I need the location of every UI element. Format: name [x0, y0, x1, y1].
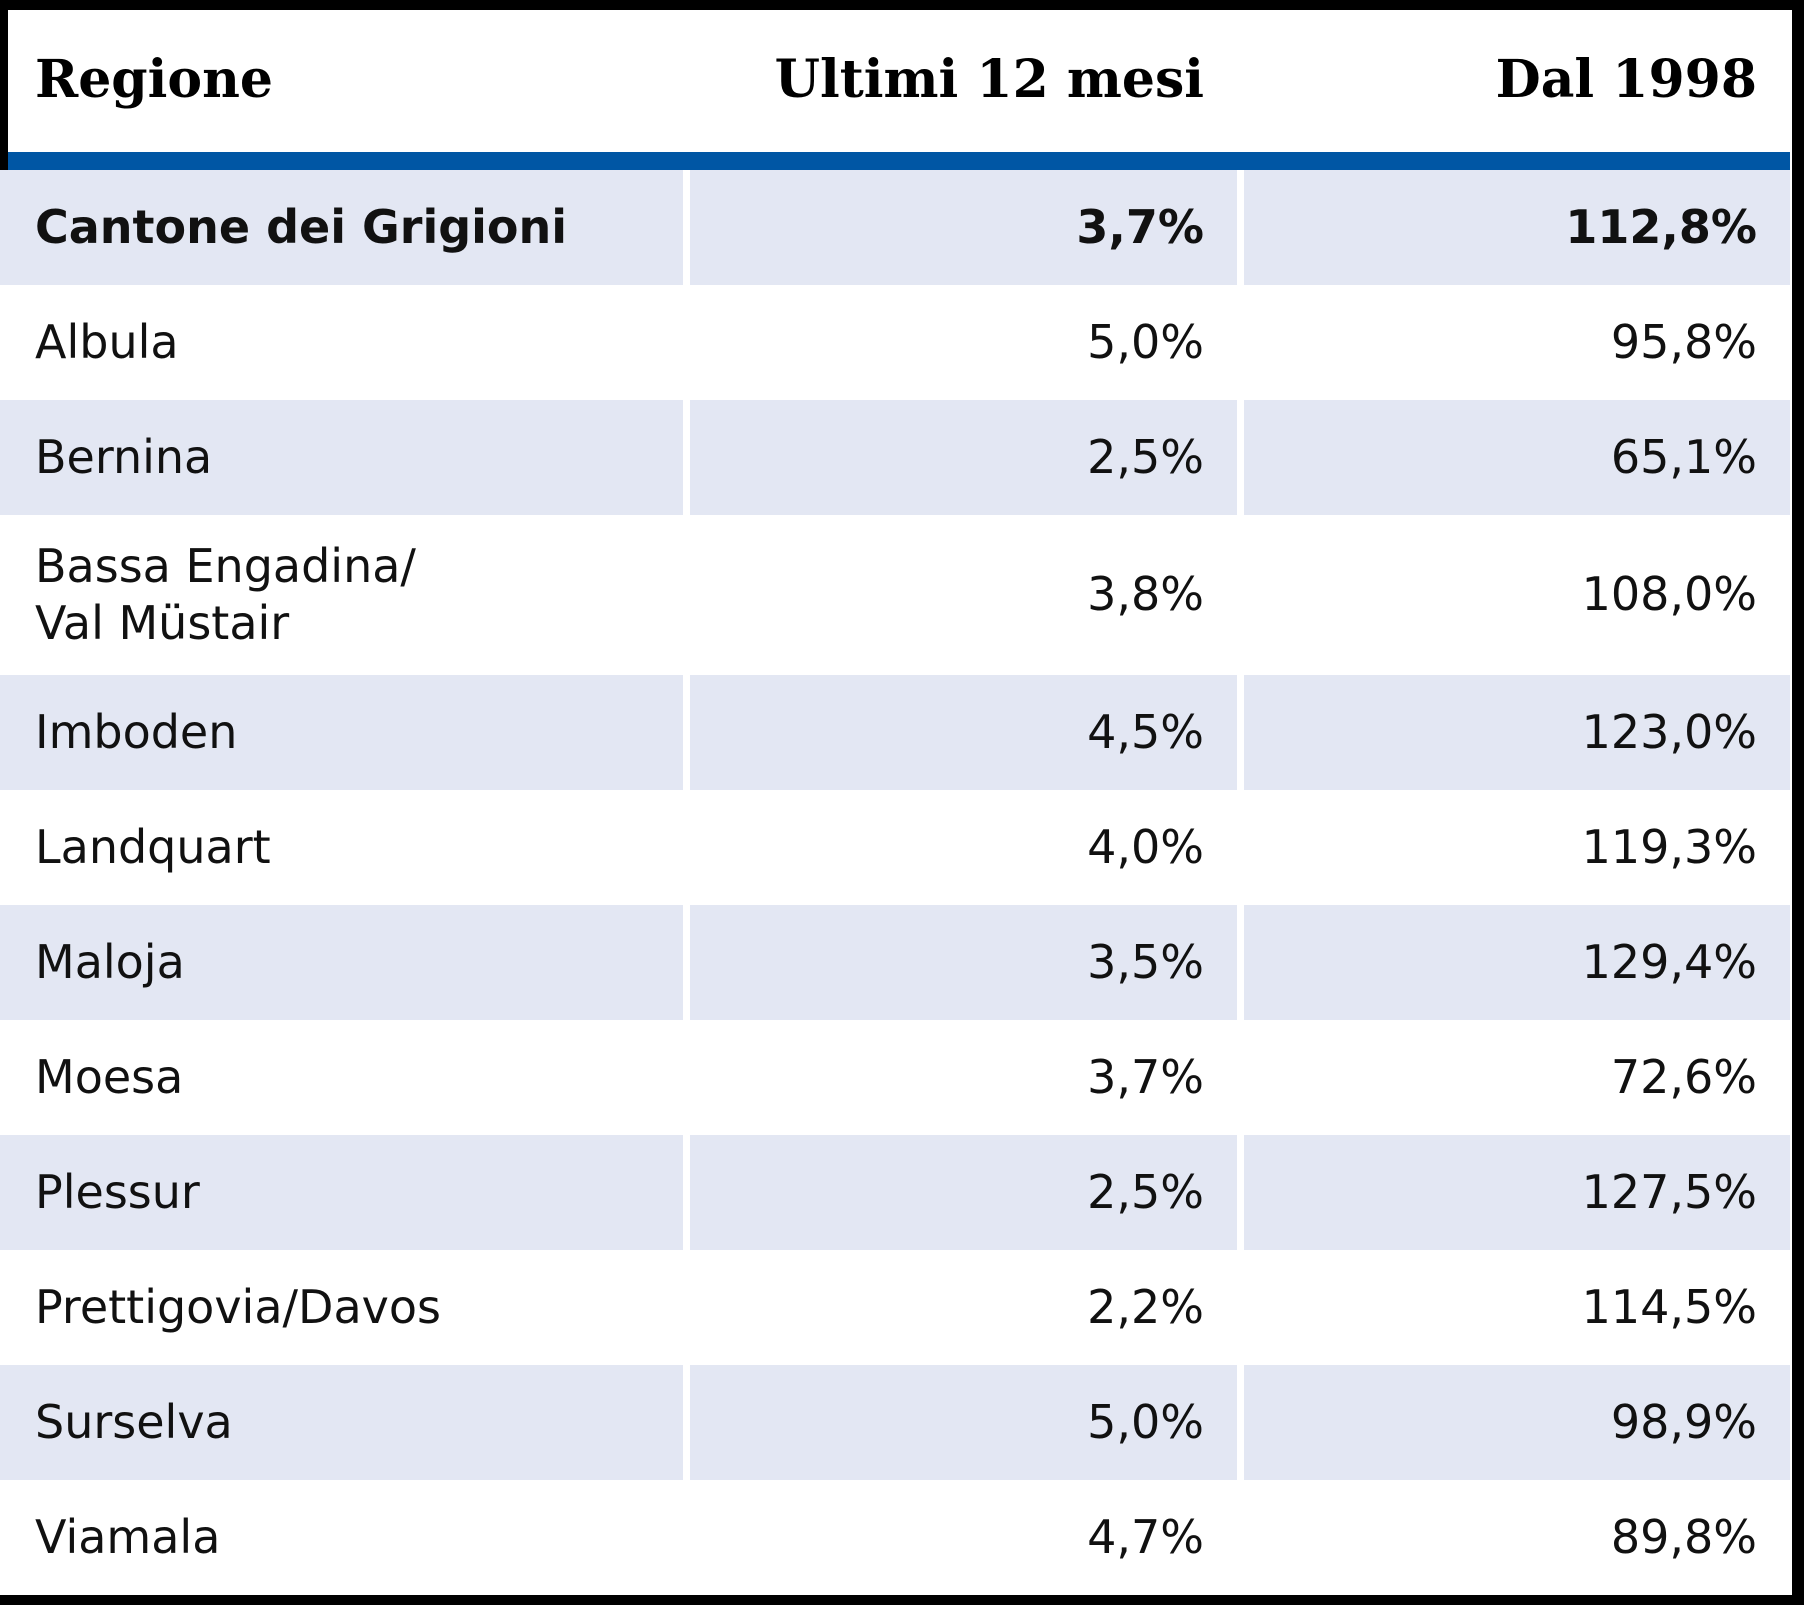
since-1998-cell: 119,3% — [1581, 819, 1757, 874]
table-body: Cantone dei Grigioni 3,7% 112,8% Albula … — [0, 170, 1804, 1595]
last-12-months-cell: 3,8% — [1087, 567, 1204, 622]
table-row: Plessur 2,5% 127,5% — [0, 1135, 1790, 1250]
last-12-months-cell: 2,2% — [1087, 1279, 1204, 1334]
since-1998-cell: 114,5% — [1581, 1279, 1757, 1334]
since-1998-cell: 95,8% — [1610, 314, 1757, 369]
frame-border-top — [0, 0, 1804, 10]
last-12-months-cell: 2,5% — [690, 400, 1237, 515]
last-12-months-cell: 3,7% — [1087, 1049, 1204, 1104]
since-1998-cell: 112,8% — [1244, 170, 1790, 285]
region-name-cell: Surselva — [0, 1365, 683, 1480]
frame-border-left — [0, 0, 8, 170]
region-name-cell: Bernina — [0, 400, 683, 515]
table-row: Moesa 3,7% 72,6% — [0, 1020, 1790, 1135]
column-header-regione: Regione — [35, 48, 273, 110]
column-header-dal-1998: Dal 1998 — [1495, 48, 1757, 110]
region-name-cell: Landquart — [35, 819, 271, 874]
since-1998-cell: 98,9% — [1244, 1365, 1790, 1480]
frame-border-bottom — [0, 1595, 1804, 1605]
since-1998-cell: 65,1% — [1244, 400, 1790, 515]
since-1998-cell: 129,4% — [1244, 905, 1790, 1020]
region-name-cell: Prettigovia/Davos — [35, 1279, 441, 1334]
last-12-months-cell: 2,5% — [690, 1135, 1237, 1250]
table-row: Surselva 5,0% 98,9% — [0, 1365, 1790, 1480]
table-row: Maloja 3,5% 129,4% — [0, 905, 1790, 1020]
region-name-cell: Maloja — [0, 905, 683, 1020]
table-row: Cantone dei Grigioni 3,7% 112,8% — [0, 170, 1790, 285]
region-name-cell: Imboden — [0, 675, 683, 790]
frame-border-right — [1792, 0, 1804, 1605]
region-name-cell: Albula — [35, 314, 179, 369]
accent-bar — [0, 152, 1790, 170]
since-1998-cell: 123,0% — [1244, 675, 1790, 790]
region-name-cell: Viamala — [35, 1509, 221, 1564]
since-1998-cell: 108,0% — [1581, 567, 1757, 622]
table-row: Albula 5,0% 95,8% — [0, 285, 1790, 400]
table-header-row: Regione Ultimi 12 mesi Dal 1998 — [0, 0, 1790, 152]
table-row: Bernina 2,5% 65,1% — [0, 400, 1790, 515]
last-12-months-cell: 5,0% — [1087, 314, 1204, 369]
last-12-months-cell: 5,0% — [690, 1365, 1237, 1480]
since-1998-cell: 89,8% — [1610, 1509, 1757, 1564]
region-name-cell: Plessur — [0, 1135, 683, 1250]
last-12-months-cell: 3,7% — [690, 170, 1237, 285]
last-12-months-cell: 4,5% — [690, 675, 1237, 790]
table-row: Bassa Engadina/ Val Müstair 3,8% 108,0% — [0, 515, 1790, 675]
table-row: Landquart 4,0% 119,3% — [0, 790, 1790, 905]
last-12-months-cell: 3,5% — [690, 905, 1237, 1020]
region-name-cell: Moesa — [35, 1049, 184, 1104]
since-1998-cell: 72,6% — [1610, 1049, 1757, 1104]
region-name-cell: Cantone dei Grigioni — [0, 170, 683, 285]
last-12-months-cell: 4,0% — [1087, 819, 1204, 874]
region-name-cell: Bassa Engadina/ Val Müstair — [35, 538, 416, 651]
table-row: Viamala 4,7% 89,8% — [0, 1480, 1790, 1595]
column-header-ultimi-12-mesi: Ultimi 12 mesi — [774, 48, 1204, 110]
table-row: Imboden 4,5% 123,0% — [0, 675, 1790, 790]
table-row: Prettigovia/Davos 2,2% 114,5% — [0, 1250, 1790, 1365]
since-1998-cell: 127,5% — [1244, 1135, 1790, 1250]
last-12-months-cell: 4,7% — [1087, 1509, 1204, 1564]
